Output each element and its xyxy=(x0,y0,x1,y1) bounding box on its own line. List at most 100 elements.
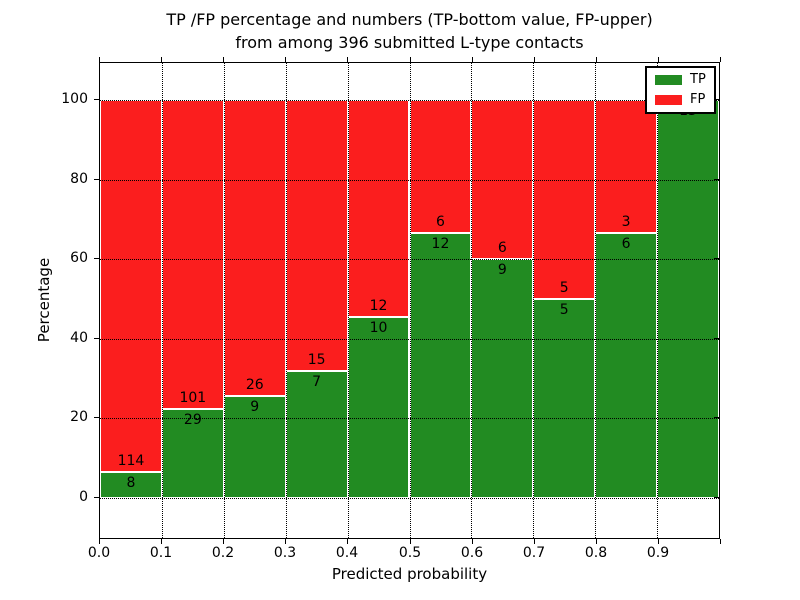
y-tick-label: 40 xyxy=(70,330,88,346)
y-tick-left xyxy=(94,338,99,339)
bar-segment-tp xyxy=(100,471,162,498)
y-tick-left xyxy=(94,179,99,180)
tp-legend-swatch xyxy=(655,75,682,85)
x-tick-top xyxy=(410,57,411,62)
fp-count-label: 6 xyxy=(497,240,507,257)
y-tick-label: 100 xyxy=(61,91,88,107)
vertical-gridlines xyxy=(100,63,719,538)
x-tick-top xyxy=(472,57,473,62)
bar-segment-tp xyxy=(471,259,534,498)
bar-segment-tp xyxy=(161,409,224,498)
x-tick-label: 0.2 xyxy=(211,545,235,561)
y-tick-label: 0 xyxy=(79,489,88,505)
x-tick-label: 0.9 xyxy=(646,545,670,561)
y-tick-left xyxy=(94,497,99,498)
v-gridline xyxy=(347,63,349,538)
tp-count-label: 6 xyxy=(621,235,631,252)
legend-item-fp: FP xyxy=(655,93,706,107)
y-tick-right xyxy=(714,417,719,418)
tp-count-label: 5 xyxy=(559,302,569,318)
tp-count-label: 9 xyxy=(250,398,260,415)
y-tick-right xyxy=(714,497,719,498)
x-tick-bottom xyxy=(285,539,286,544)
x-tick-label: 0.1 xyxy=(149,545,173,561)
tp-count-label: 7 xyxy=(312,374,322,391)
y-tick-label: 80 xyxy=(70,171,88,187)
y-tick-right xyxy=(714,179,719,180)
x-tick-label: 0.5 xyxy=(398,545,422,561)
chart-title: TP /FP percentage and numbers (TP-bottom… xyxy=(99,8,720,54)
x-tick-bottom xyxy=(223,539,224,544)
bar-segment-tp xyxy=(347,317,410,498)
x-tick-label: 0.8 xyxy=(584,545,608,561)
x-tick-bottom xyxy=(410,539,411,544)
fp-count-label: 5 xyxy=(559,280,569,296)
bar-segment-tp xyxy=(409,232,472,498)
legend-item-tp: TP xyxy=(655,73,706,87)
x-tick-bottom xyxy=(534,539,535,544)
tp-count-label: 8 xyxy=(126,474,136,491)
fp-count-label: 6 xyxy=(435,213,445,230)
x-tick-label: 0.3 xyxy=(273,545,297,561)
tp-legend-label: TP xyxy=(690,72,706,87)
chart-title-line2: from among 396 submitted L-type contacts xyxy=(235,33,584,52)
legend: TP FP xyxy=(645,66,716,114)
x-tick-top xyxy=(347,57,348,62)
tp-count-label: 12 xyxy=(431,235,450,252)
fp-legend-label: FP xyxy=(690,92,706,107)
x-tick-label: 0.6 xyxy=(460,545,484,561)
y-tick-right xyxy=(714,338,719,339)
fp-count-label: 15 xyxy=(307,352,326,369)
x-tick-top xyxy=(285,57,286,62)
bar-segment-tp xyxy=(657,100,719,498)
fp-count-label: 101 xyxy=(179,390,207,407)
v-gridline xyxy=(223,63,225,538)
x-tick-top xyxy=(658,57,659,62)
y-tick-left xyxy=(94,258,99,259)
v-gridline xyxy=(595,63,597,538)
fp-count-label: 114 xyxy=(117,452,145,469)
x-tick-bottom xyxy=(161,539,162,544)
x-tick-bottom xyxy=(596,539,597,544)
bar-segment-tp xyxy=(285,371,348,498)
x-tick-top xyxy=(161,57,162,62)
v-gridline xyxy=(657,63,659,538)
x-tick-top xyxy=(99,57,100,62)
tp-count-label: 10 xyxy=(369,320,388,337)
tp-count-label: 9 xyxy=(497,262,507,279)
bar-segment-tp xyxy=(533,299,596,498)
x-tick-label: 0.7 xyxy=(522,545,546,561)
fp-legend-swatch xyxy=(655,95,682,105)
x-tick-top xyxy=(720,57,721,62)
y-tick-left xyxy=(94,417,99,418)
y-tick-label: 20 xyxy=(70,409,88,425)
x-tick-bottom xyxy=(658,539,659,544)
v-gridline xyxy=(471,63,473,538)
v-gridline xyxy=(409,63,411,538)
x-tick-bottom xyxy=(720,539,721,544)
bar-segment-fp xyxy=(409,100,472,233)
v-gridline xyxy=(285,63,287,538)
y-tick-right xyxy=(714,258,719,259)
v-gridline xyxy=(161,63,163,538)
x-tick-top xyxy=(534,57,535,62)
x-axis-label: Predicted probability xyxy=(331,565,488,583)
fp-count-label: 12 xyxy=(369,298,388,315)
x-tick-top xyxy=(223,57,224,62)
x-tick-bottom xyxy=(99,539,100,544)
tp-count-label: 29 xyxy=(183,412,202,429)
x-tick-label: 0.0 xyxy=(87,545,111,561)
y-tick-right xyxy=(714,99,719,100)
x-tick-bottom xyxy=(347,539,348,544)
fp-count-label: 3 xyxy=(621,213,631,230)
chart-title-line1: TP /FP percentage and numbers (TP-bottom… xyxy=(166,10,653,29)
bar-segment-tp xyxy=(223,395,286,498)
fp-count-label: 26 xyxy=(245,376,264,393)
x-tick-label: 0.4 xyxy=(335,545,359,561)
x-tick-bottom xyxy=(472,539,473,544)
plot-area: 114810129269157121061269553613 xyxy=(99,62,720,539)
v-gridline xyxy=(533,63,535,538)
y-tick-label: 60 xyxy=(70,250,88,266)
bar-segment-fp xyxy=(100,100,162,472)
